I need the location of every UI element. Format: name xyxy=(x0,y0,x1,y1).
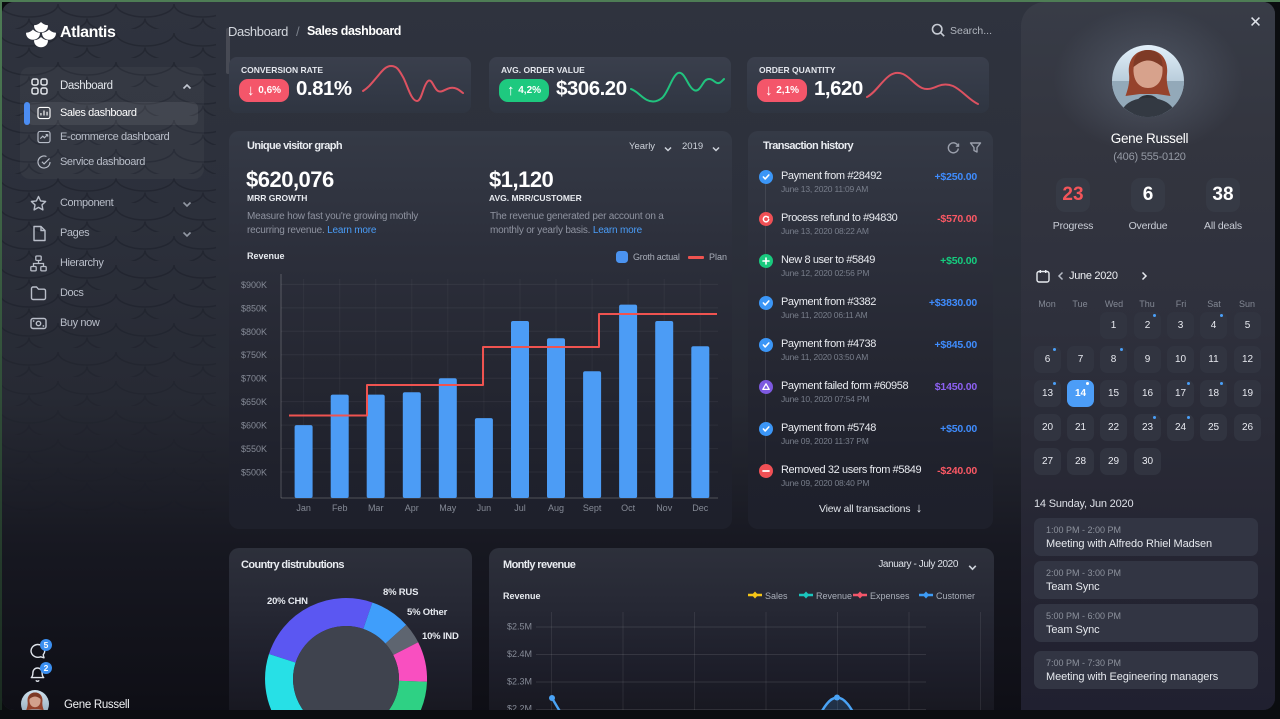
svg-text:Apr: Apr xyxy=(405,503,419,513)
svg-text:$500K: $500K xyxy=(241,468,267,478)
svg-text:Jul: Jul xyxy=(514,503,526,513)
svg-text:Revenue: Revenue xyxy=(816,591,852,601)
svg-text:5% Other: 5% Other xyxy=(407,607,448,618)
svg-text:$750K: $750K xyxy=(241,350,267,360)
svg-text:Expenses: Expenses xyxy=(870,591,910,601)
svg-text:$2.4M: $2.4M xyxy=(507,649,532,659)
svg-text:20% CHN: 20% CHN xyxy=(267,596,308,607)
svg-text:$900K: $900K xyxy=(241,280,267,290)
svg-text:$800K: $800K xyxy=(241,327,267,337)
svg-text:Sept: Sept xyxy=(583,503,602,513)
svg-text:$600K: $600K xyxy=(241,421,267,431)
svg-text:Mar: Mar xyxy=(368,503,384,513)
svg-text:$550K: $550K xyxy=(241,444,267,454)
svg-text:$650K: $650K xyxy=(241,397,267,407)
svg-text:Customer: Customer xyxy=(936,591,975,601)
svg-text:$2.2M: $2.2M xyxy=(507,704,532,711)
svg-text:$700K: $700K xyxy=(241,374,267,384)
svg-text:10% IND: 10% IND xyxy=(422,631,459,642)
svg-text:Aug: Aug xyxy=(548,503,564,513)
svg-text:$2.5M: $2.5M xyxy=(507,622,532,632)
svg-text:Feb: Feb xyxy=(332,503,348,513)
svg-text:Sales: Sales xyxy=(765,591,788,601)
svg-text:Nov: Nov xyxy=(656,503,673,513)
svg-text:8% RUS: 8% RUS xyxy=(383,587,418,598)
svg-text:Oct: Oct xyxy=(621,503,636,513)
svg-text:Jun: Jun xyxy=(477,503,492,513)
svg-text:$850K: $850K xyxy=(241,303,267,313)
svg-text:May: May xyxy=(439,503,457,513)
svg-text:Dec: Dec xyxy=(692,503,709,513)
svg-text:$2.3M: $2.3M xyxy=(507,677,532,687)
svg-text:Jan: Jan xyxy=(296,503,311,513)
